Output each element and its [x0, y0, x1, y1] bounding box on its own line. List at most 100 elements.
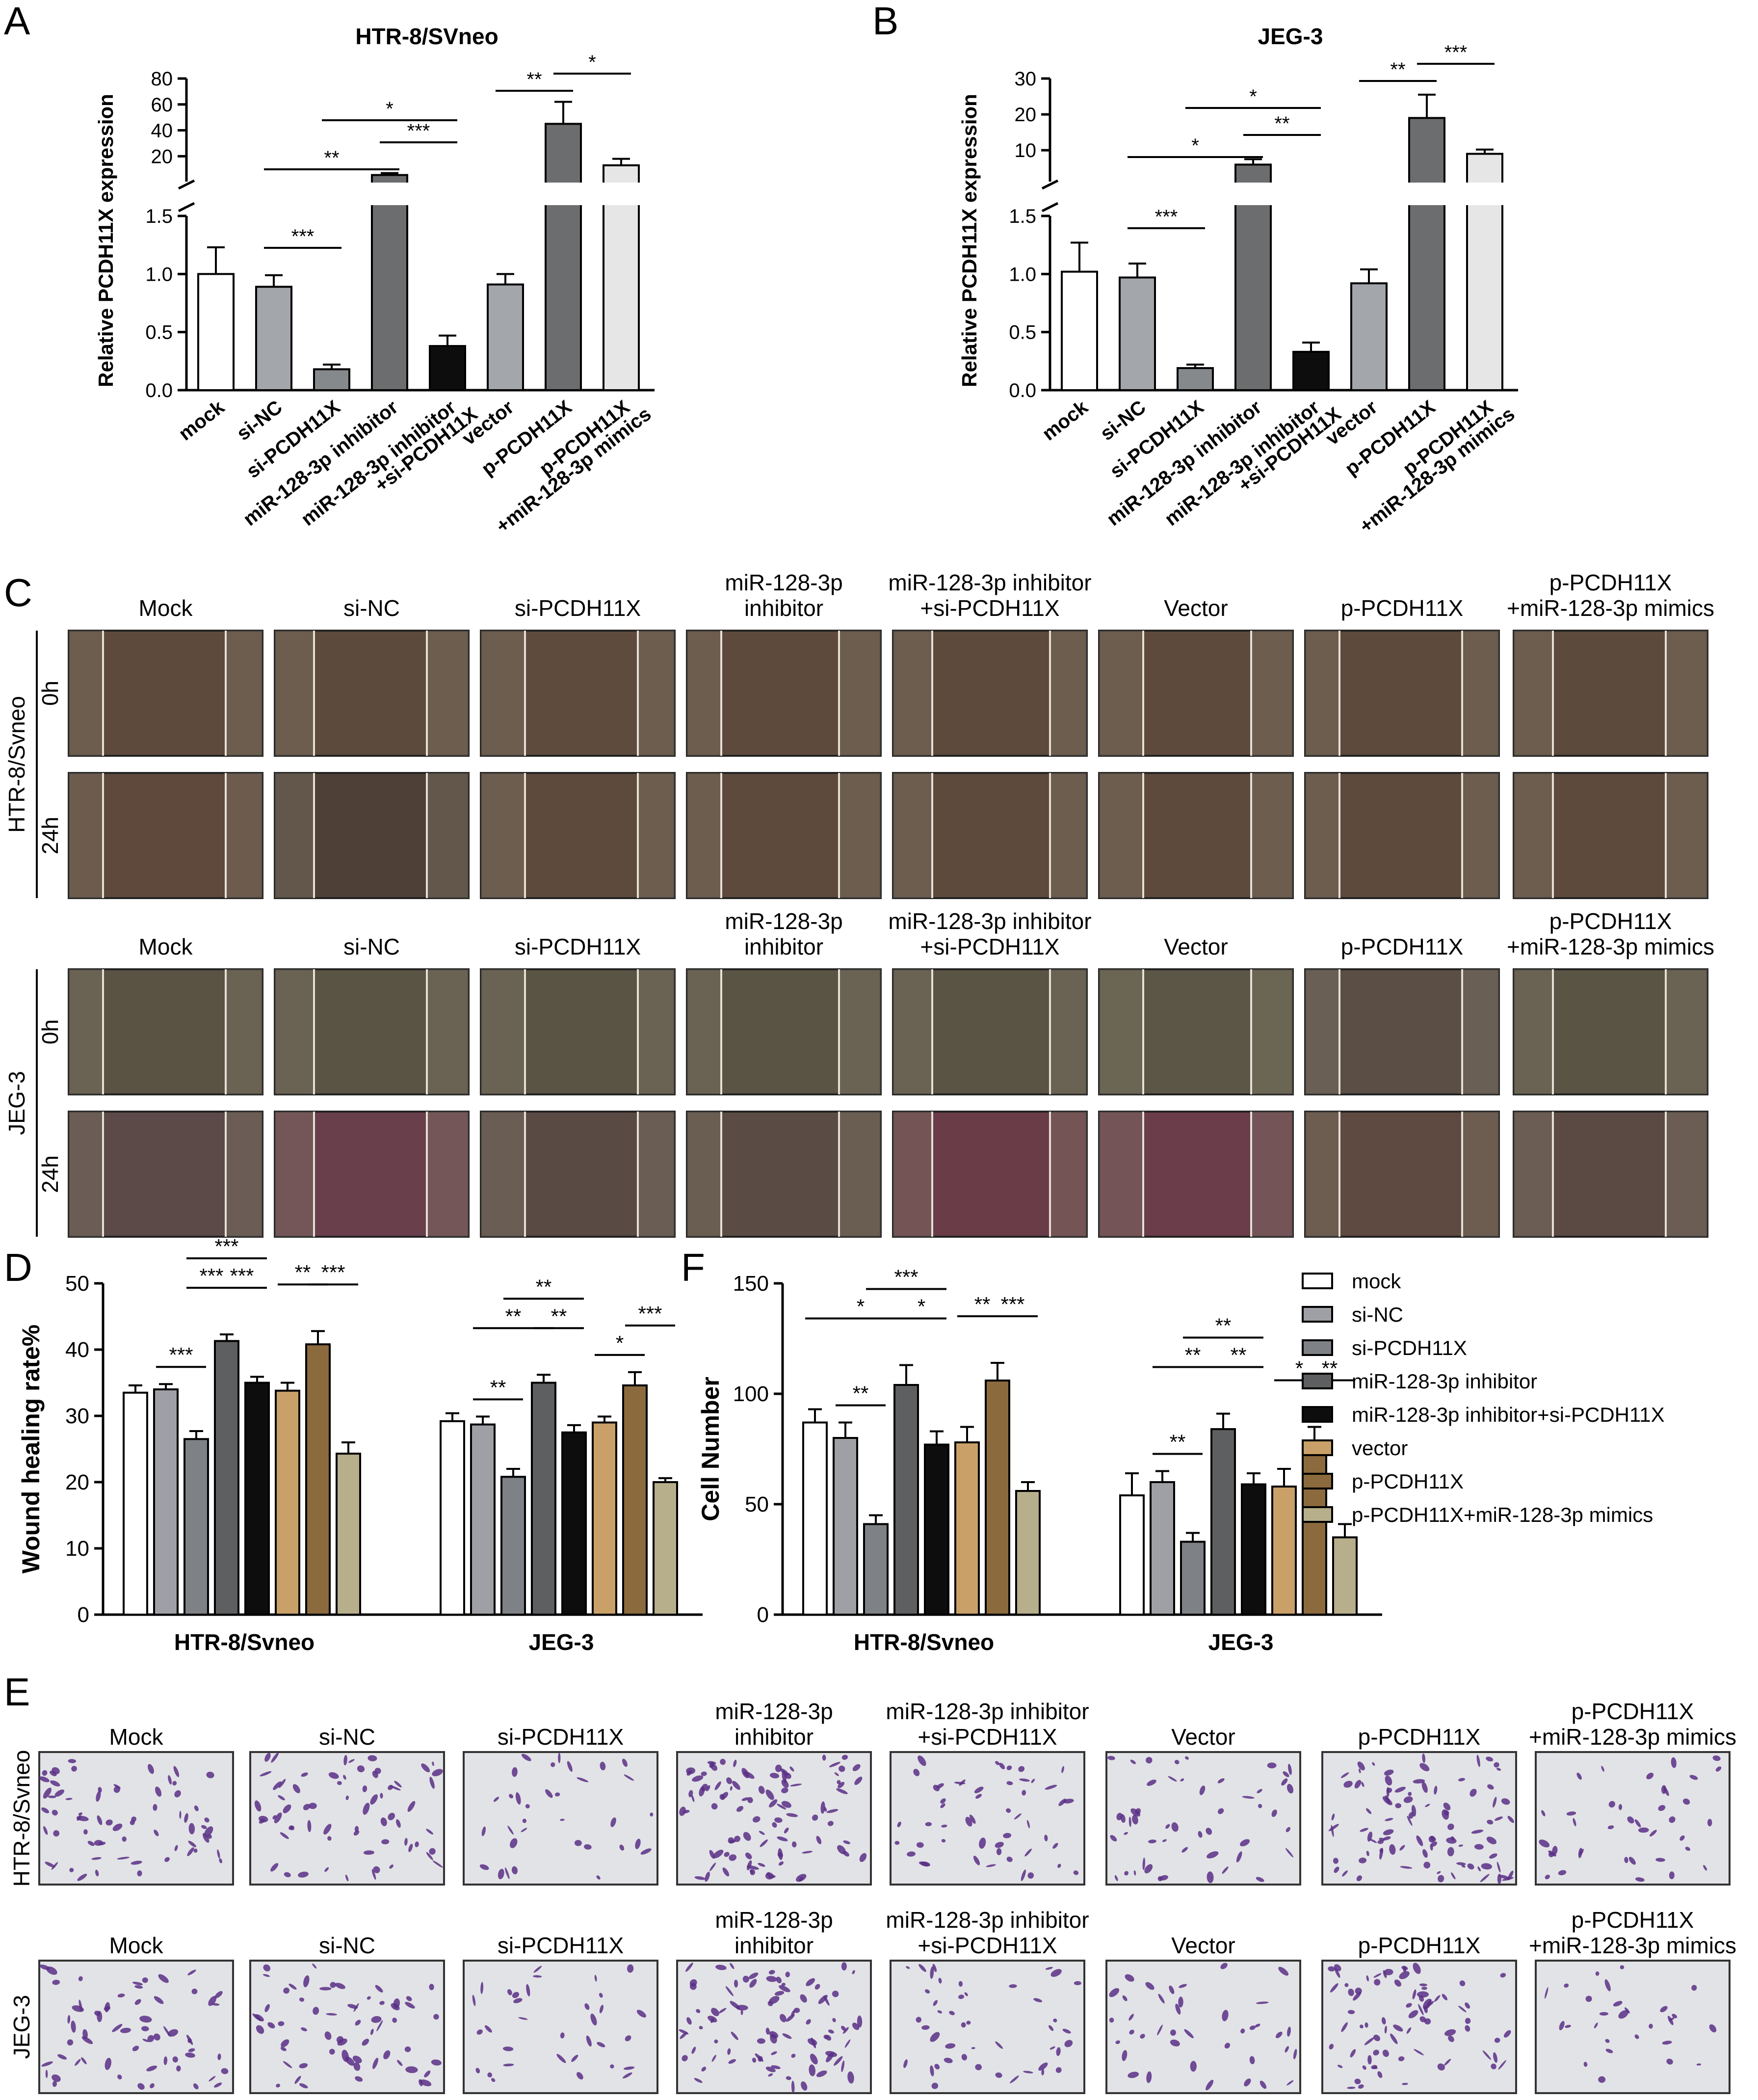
stained-cell — [353, 1830, 360, 1836]
stained-cell — [45, 2070, 48, 2078]
stained-cell — [741, 1797, 749, 1801]
stained-cell — [781, 1983, 786, 1987]
stained-cell — [39, 1776, 50, 1782]
stained-cell — [502, 2047, 514, 2051]
stained-cell — [736, 1806, 744, 1812]
significance-label: *** — [1155, 206, 1178, 228]
stained-cell — [301, 2027, 307, 2032]
stained-cell — [256, 2025, 264, 2034]
stained-cell — [1361, 1781, 1364, 1787]
stained-cell — [1258, 1804, 1262, 1808]
stained-cell — [132, 1981, 143, 1986]
stained-cell — [292, 1784, 300, 1793]
stained-cell — [1418, 2004, 1424, 2016]
stained-cell — [806, 2019, 811, 2025]
stained-cell — [1422, 1753, 1426, 1763]
stained-cell — [53, 1830, 60, 1837]
stained-cell — [1171, 1822, 1179, 1832]
stained-cell — [1283, 1771, 1289, 1778]
stained-cell — [1444, 1810, 1449, 1816]
y-tick-label: 0.0 — [1009, 380, 1036, 401]
cell-layer-right — [1050, 1112, 1087, 1237]
stained-cell — [78, 1976, 83, 1981]
significance-label: *** — [407, 120, 430, 142]
stained-cell — [1343, 1781, 1353, 1788]
stained-cell — [1594, 2022, 1598, 2029]
cell-layer-left — [275, 631, 314, 756]
stained-cell — [208, 1995, 217, 2006]
bar-htr-8-svneo-si-pcdh11x — [863, 1523, 889, 1616]
stained-cell — [1481, 1863, 1493, 1870]
stained-cell — [1217, 1808, 1224, 1814]
stained-cell — [974, 1786, 984, 1793]
significance-label: ** — [1170, 1431, 1186, 1454]
stained-cell — [270, 1863, 279, 1872]
stained-cell — [357, 1765, 365, 1773]
wound-image — [1098, 968, 1294, 1095]
stained-cell — [1419, 2016, 1426, 2022]
y-tick-label: 1.5 — [145, 206, 173, 227]
stained-cell — [429, 1777, 435, 1789]
stained-cell — [271, 1752, 279, 1763]
legend-swatch-vector — [1302, 1439, 1333, 1456]
cell-layer-right — [638, 631, 675, 756]
stained-cell — [1461, 1864, 1466, 1868]
stained-cell — [1395, 1803, 1402, 1808]
bar-jeg-3-si-pcdh11x — [500, 1476, 526, 1616]
stained-cell — [168, 1775, 172, 1785]
stained-cell — [777, 1836, 788, 1841]
stained-cell — [906, 1966, 910, 1969]
legend-label-p-pcdh11x: p-PCDH11X — [1352, 1470, 1464, 1493]
stained-cell — [313, 2007, 319, 2015]
stained-cell — [1398, 2056, 1405, 2061]
stained-cell — [940, 1803, 945, 1808]
stained-cell — [933, 1784, 940, 1791]
col-label-mir-128-3p-mimics: +miR-128-3p mimics — [1507, 595, 1714, 621]
col-label-p-pcdh11x: p-PCDH11X — [1549, 570, 1672, 595]
stained-cell — [973, 1856, 980, 1865]
stained-cell — [260, 1771, 272, 1777]
stained-cell — [975, 1794, 982, 1799]
stained-cell — [1494, 2038, 1500, 2043]
col-label-si-pcdh11x: si-PCDH11X — [515, 595, 641, 621]
stained-cell — [894, 1841, 900, 1845]
stained-cell — [1503, 2030, 1511, 2038]
stained-cell — [1190, 2061, 1197, 2072]
stained-cell — [112, 2023, 123, 2032]
stained-cell — [726, 1777, 733, 1784]
legend-label-mir-128-3p-inhibitor-si-pcdh11x: miR-128-3p inhibitor+si-PCDH11X — [1352, 1403, 1665, 1426]
stained-cell — [1031, 1779, 1035, 1783]
stained-cell — [1115, 2040, 1121, 2044]
stained-cell — [209, 2076, 216, 2082]
legend-label-vector: vector — [1352, 1436, 1408, 1460]
cell-layer-right — [226, 773, 262, 898]
legend-label-p-pcdh11x-mir-128-3p-mimics: p-PCDH11X+miR-128-3p mimics — [1352, 1503, 1653, 1526]
wound-image — [686, 1111, 882, 1238]
stained-cell — [1613, 2001, 1623, 2007]
legend-swatch-si-nc — [1302, 1306, 1333, 1323]
bar-jeg-3-p-pcdh11x-mir-128-3p-mimics — [653, 1481, 678, 1616]
col-label-mir-128-3p: miR-128-3p — [725, 570, 842, 595]
wound-image — [274, 772, 470, 899]
stained-cell — [979, 1837, 986, 1849]
stained-cell — [1498, 2060, 1506, 2070]
stained-cell — [627, 1964, 634, 1973]
stained-cell — [748, 1972, 759, 1979]
stained-cell — [729, 1854, 737, 1861]
stained-cell — [345, 2056, 355, 2066]
stained-cell — [68, 1759, 77, 1763]
stained-cell — [560, 1819, 565, 1821]
col-label-mock: Mock — [109, 1724, 164, 1750]
stained-cell — [1447, 1847, 1454, 1857]
stained-cell — [1074, 1981, 1081, 1986]
stained-cell — [264, 2004, 270, 2012]
stained-cell — [404, 1837, 408, 1846]
stained-cell — [1328, 1966, 1336, 1972]
stained-cell — [758, 1862, 765, 1867]
stained-cell — [221, 2068, 229, 2074]
stained-cell — [732, 1781, 740, 1790]
stained-cell — [1583, 2062, 1588, 2067]
stained-cell — [785, 1971, 790, 1977]
axis-break — [544, 183, 583, 205]
stained-cell — [1573, 1818, 1576, 1827]
